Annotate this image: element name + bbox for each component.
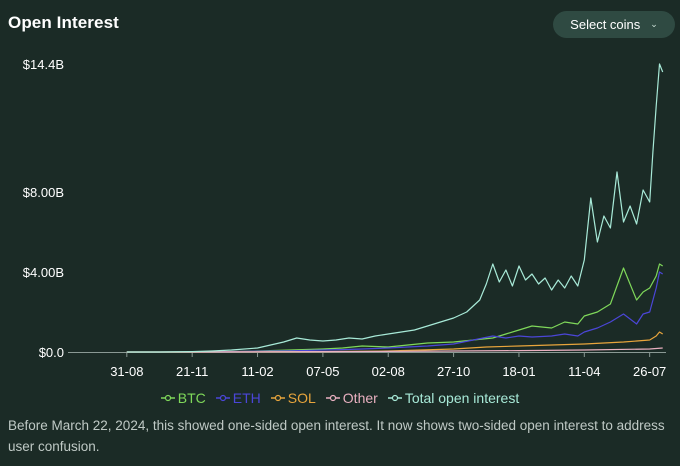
chevron-down-icon: ⌄ [650, 19, 658, 29]
x-tick-label: 21-11 [176, 364, 208, 379]
x-tick-label: 02-08 [372, 364, 405, 379]
select-coins-label: Select coins [570, 17, 641, 32]
legend-label: Total open interest [404, 390, 520, 406]
y-tick-label: $0.0 [39, 345, 64, 360]
legend-item-btc[interactable]: BTC [160, 388, 206, 408]
series-line-eth [126, 271, 664, 353]
x-tick-label: 31-08 [110, 364, 143, 379]
series-line-total-open-interest [126, 63, 664, 353]
legend-item-total-open-interest[interactable]: Total open interest [387, 388, 520, 408]
chart-legend: BTC ETH SOL Other Total open interest [0, 388, 680, 408]
x-tick-label: 11-04 [568, 364, 600, 379]
x-tick-label: 11-02 [241, 364, 273, 379]
x-axis: 31-08 21-11 11-02 07-05 02-08 27-10 18-01 11-04… [68, 352, 666, 379]
legend-item-other[interactable]: Other [325, 388, 378, 408]
legend-marker-icon [270, 394, 285, 402]
legend-marker-icon [215, 394, 230, 402]
legend-label: SOL [287, 390, 316, 406]
page-title: Open Interest [8, 13, 119, 32]
y-tick-label: $14.4B [23, 57, 64, 72]
series-line-other [126, 347, 663, 353]
x-tick-label: 27-10 [437, 364, 470, 379]
legend-item-eth[interactable]: ETH [215, 388, 261, 408]
legend-marker-icon [325, 394, 340, 402]
y-tick-label: $4.00B [23, 265, 64, 280]
x-tick-label: 18-01 [502, 364, 535, 379]
open-interest-chart: $0.0 $4.00B $8.00B $14.4B 31-08 21-11 11-02 07… [23, 57, 666, 379]
legend-marker-icon [160, 394, 175, 402]
legend-label: Other [342, 390, 378, 406]
select-coins-button[interactable]: Select coins ⌄ [553, 11, 675, 38]
series-line-btc [126, 263, 664, 353]
legend-item-sol[interactable]: SOL [270, 388, 316, 408]
y-axis: $0.0 $4.00B $8.00B $14.4B [23, 57, 64, 360]
chart-header: Open Interest Select coins ⌄ [0, 0, 680, 48]
series-line-sol [126, 331, 664, 353]
legend-marker-icon [387, 394, 402, 402]
footnote: Before March 22, 2024, this showed one-s… [8, 418, 665, 454]
legend-label: ETH [232, 390, 261, 406]
x-tick-label: 07-05 [306, 364, 339, 379]
y-tick-label: $8.00B [23, 185, 64, 200]
x-tick-label: 26-07 [633, 364, 666, 379]
legend-label: BTC [177, 390, 206, 406]
series-layer [126, 63, 664, 353]
